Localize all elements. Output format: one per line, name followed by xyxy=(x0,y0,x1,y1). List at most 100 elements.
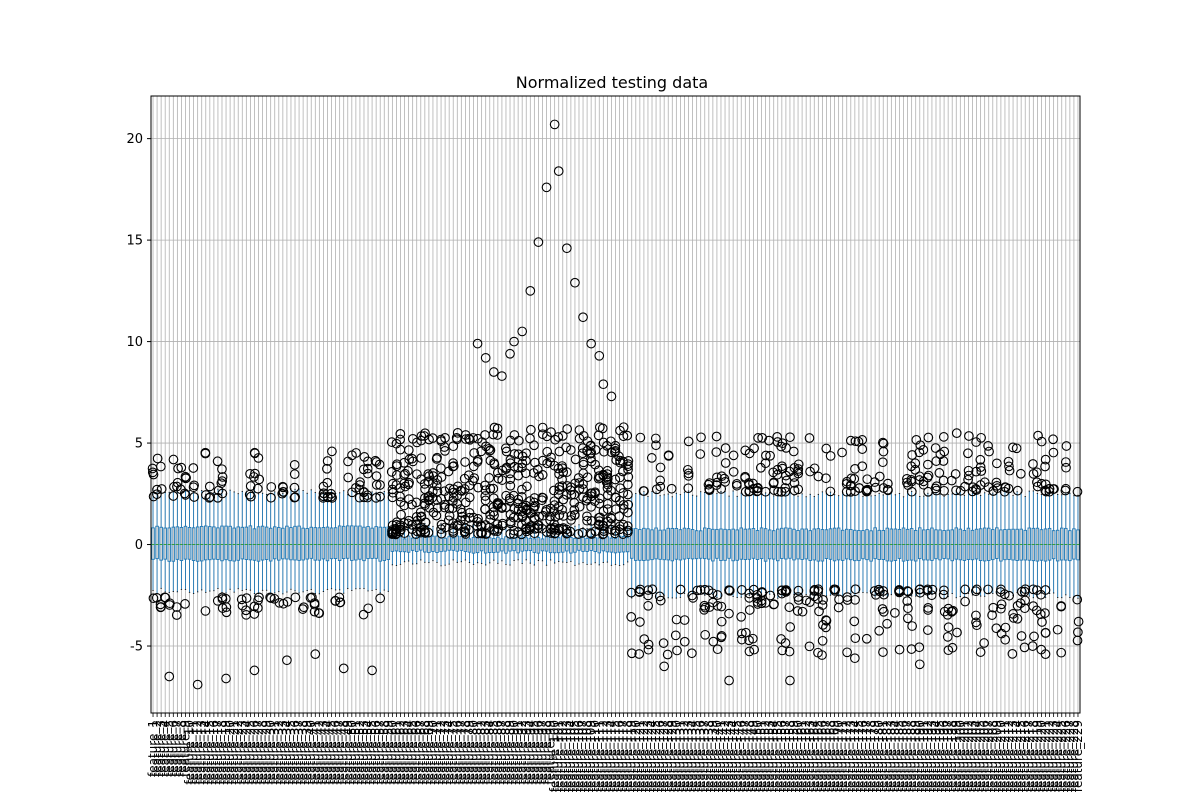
box-iqr xyxy=(305,528,309,560)
x-tick-label: feature_49 xyxy=(341,720,355,785)
x-tick-label: feature_155 xyxy=(771,720,785,792)
box-feature_18 xyxy=(220,488,224,593)
outlier-low xyxy=(282,596,293,607)
x-tick-label: feature_27 xyxy=(252,720,266,785)
outlier-low xyxy=(1016,631,1027,641)
x-tick-label: feature_15 xyxy=(203,720,217,785)
box-feature_9 xyxy=(183,488,188,590)
x-tick-label: feature_78 xyxy=(458,720,472,785)
box-feature_6 xyxy=(171,491,176,592)
outlier-high xyxy=(168,454,179,465)
box-feature_202 xyxy=(966,491,971,594)
outlier-high xyxy=(934,468,945,478)
outlier-low xyxy=(708,597,718,608)
outlier-low xyxy=(675,584,686,595)
x-tick-label: feature_190 xyxy=(913,720,927,792)
outlier-high xyxy=(761,450,771,461)
x-tick-label: feature_50 xyxy=(345,720,359,785)
x-tick-label: feature_193 xyxy=(925,720,939,792)
box-feature_190 xyxy=(918,496,922,598)
box-feature_154 xyxy=(771,495,776,595)
outlier-high xyxy=(964,431,974,441)
outlier-low xyxy=(903,603,913,614)
outlier-high xyxy=(201,490,211,500)
x-tick-label: feature_30 xyxy=(264,720,278,785)
box-iqr xyxy=(759,527,764,560)
outlier-high xyxy=(878,438,889,449)
x-tick-label: feature_160 xyxy=(791,720,805,792)
box-iqr xyxy=(402,538,407,553)
box-feature_189 xyxy=(913,492,918,597)
x-tick-label: feature_208 xyxy=(986,720,1000,792)
outlier-high xyxy=(589,496,600,507)
box-feature_54 xyxy=(366,489,370,592)
outlier-low xyxy=(943,622,954,633)
box-iqr xyxy=(175,526,180,560)
outlier-extreme xyxy=(659,661,670,672)
outlier-low xyxy=(879,589,889,600)
x-tick-label: feature_196 xyxy=(937,720,951,792)
outlier-low xyxy=(655,595,666,606)
outlier-high xyxy=(623,461,633,472)
outlier-high xyxy=(870,482,881,493)
outlier-high xyxy=(492,423,503,434)
box-iqr xyxy=(459,536,464,551)
box-feature_206 xyxy=(982,492,987,597)
outlier-high xyxy=(614,511,625,522)
x-tick-label: feature_194 xyxy=(929,720,943,792)
outlier-high xyxy=(492,519,503,530)
x-tick-label: feature_145 xyxy=(730,720,744,792)
box-feature_225 xyxy=(1059,494,1064,599)
x-tick-label: feature_188 xyxy=(905,720,919,792)
box-feature_149 xyxy=(751,490,756,599)
outlier-high xyxy=(683,483,694,494)
box-iqr xyxy=(784,527,788,560)
box-iqr xyxy=(897,528,902,559)
outlier-high xyxy=(217,464,227,475)
outlier-high xyxy=(570,454,581,465)
outlier-high xyxy=(509,525,519,536)
outlier-high xyxy=(752,485,763,496)
x-tick-label: feature_120 xyxy=(629,720,643,792)
x-tick-label: feature_36 xyxy=(288,720,302,785)
x-tick-label: feature_12 xyxy=(191,720,205,785)
outlier-low xyxy=(960,584,970,595)
box-feature_160 xyxy=(796,495,800,597)
box-feature_199 xyxy=(954,490,959,599)
outlier-high xyxy=(861,485,872,495)
outlier-high xyxy=(663,450,674,461)
outlier-high xyxy=(578,459,589,470)
outlier-high xyxy=(877,457,888,468)
box-iqr xyxy=(569,537,573,554)
outlier-high xyxy=(590,459,601,470)
box-feature_32 xyxy=(277,493,281,593)
outlier-high xyxy=(623,489,633,500)
outlier-high xyxy=(788,446,799,457)
outlier-high xyxy=(423,527,434,538)
x-tick-label: feature_65 xyxy=(406,720,420,785)
outlier-low xyxy=(1052,624,1063,635)
outlier-high xyxy=(623,507,633,518)
outlier-low xyxy=(1072,635,1083,646)
x-tick-label: feature_114 xyxy=(604,720,618,792)
x-tick-label: feature_223 xyxy=(1047,720,1061,792)
outlier-high xyxy=(485,445,496,455)
outlier-high xyxy=(1048,484,1059,494)
x-tick-label: feature_84 xyxy=(483,720,497,785)
outlier-low xyxy=(1040,627,1051,638)
x-tick-label: feature_86 xyxy=(491,720,505,785)
outlier-high xyxy=(386,437,397,447)
outlier-high xyxy=(598,528,609,539)
outlier-high xyxy=(484,522,494,533)
outlier-high xyxy=(1040,454,1051,465)
outlier-high xyxy=(618,519,629,530)
x-tick-label: feature_166 xyxy=(815,720,829,792)
x-tick-label: feature_201 xyxy=(957,720,971,792)
box-iqr xyxy=(589,535,593,551)
outlier-low xyxy=(785,622,796,632)
outlier-high xyxy=(785,432,795,443)
outlier-high xyxy=(362,468,373,479)
grid-layer xyxy=(151,96,1080,713)
outlier-low xyxy=(1012,600,1023,611)
outlier-high xyxy=(850,463,860,474)
